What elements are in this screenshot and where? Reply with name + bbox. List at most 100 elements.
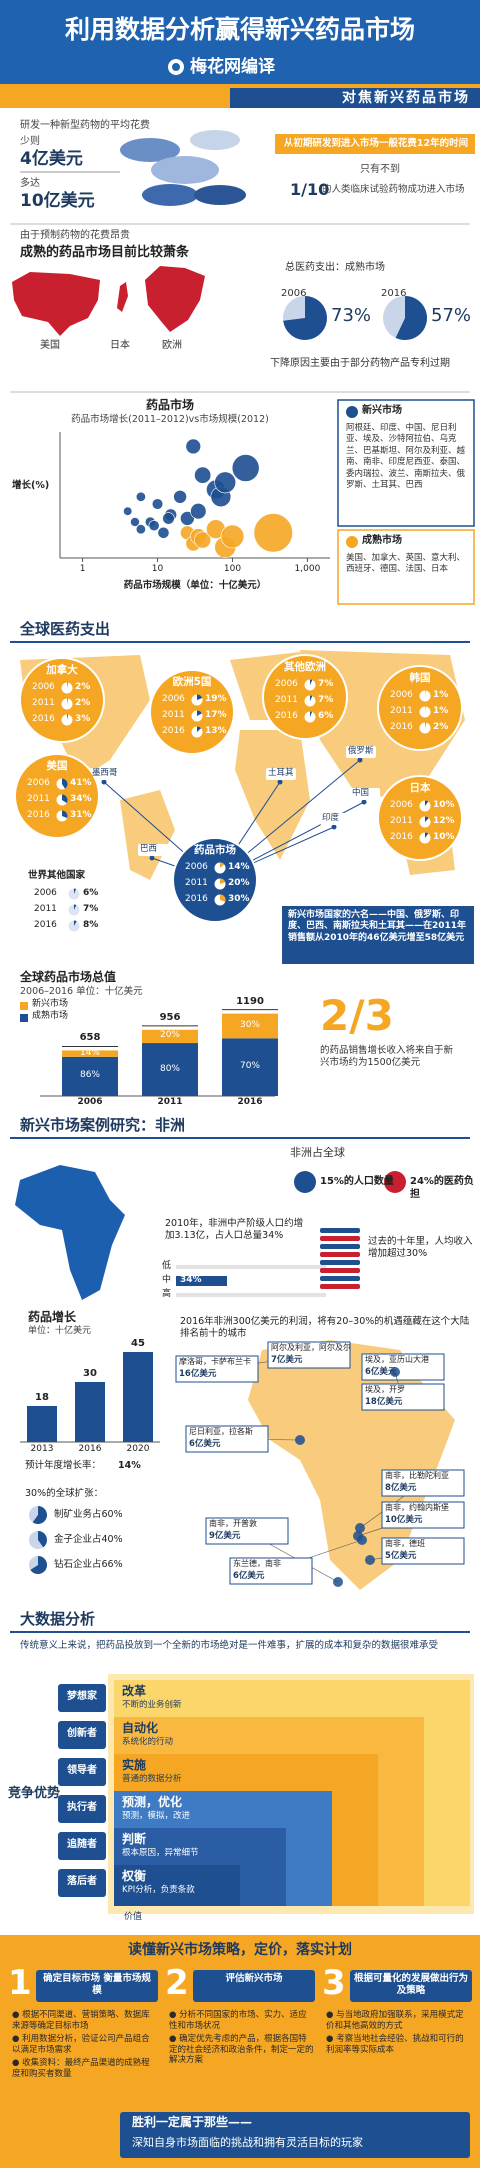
text: 的人类临床试验药物成功进入市场 (322, 184, 465, 195)
bubble (123, 506, 133, 516)
pie-slice (74, 920, 77, 926)
city-value: 18亿美元 (365, 1397, 403, 1407)
step-text: ● 分析不同国家的市场、实力、适应性和市场状况 (169, 2010, 307, 2031)
share-label: 73% (331, 305, 372, 326)
chart-subtitle: 2006–2016 单位：十亿美元 (20, 986, 143, 997)
pie-slice (38, 1531, 47, 1548)
year-label: 2006 (185, 862, 208, 872)
bubble (151, 498, 164, 510)
city-value: 8亿美元 (385, 1483, 417, 1493)
country-dot (331, 824, 337, 830)
country-label: 中国 (352, 788, 370, 798)
city-value: 10亿美元 (385, 1515, 423, 1525)
chart-title: 药品增长 (28, 1310, 77, 1324)
year-label: 2016 (162, 726, 185, 736)
city-box (229, 1557, 313, 1585)
region-name: 世界其他国家 (28, 870, 86, 881)
bubble (253, 513, 293, 553)
pie-slice (32, 1506, 47, 1524)
pie-slice (425, 800, 429, 806)
text: 只有不到 (360, 164, 400, 175)
note: 新兴市场国家的六名——中国、俄罗斯、印度、巴西、南斯拉夫和土耳其——在2011年… (288, 910, 467, 943)
axis-label: 竞争优势 (8, 1786, 61, 1801)
class-label: 中 (162, 1275, 172, 1285)
pie-slice (62, 794, 68, 803)
value-label: 86% (79, 1070, 100, 1081)
city-value: 5亿美元 (385, 1551, 417, 1561)
region-name: 美国 (46, 760, 68, 772)
stair-level (114, 1865, 240, 1906)
bubble (194, 531, 212, 549)
region-circle (377, 775, 463, 861)
icon (384, 1171, 406, 1193)
city-name: 尼日利亚，拉各斯 (189, 1427, 253, 1436)
text: 2016年非洲300亿美元的利润，将有20–30%的机遇蕴藏在这个大陆排名前十的… (180, 1316, 470, 1339)
footer: 胜利一定属于那些—— (132, 2115, 253, 2129)
year-label: 2006 (390, 800, 413, 810)
x-tick-label: 2016 (78, 1444, 102, 1454)
text: 研发一种新型药物的平均花费 (20, 120, 150, 131)
pie-slice (67, 714, 69, 720)
level-title: 自动化 (122, 1721, 159, 1735)
country-dot (361, 799, 367, 805)
bar (27, 1406, 57, 1442)
pie-slice (197, 726, 202, 732)
pill (190, 130, 240, 150)
year-label: 2011 (34, 904, 57, 914)
share-label: 12% (433, 816, 455, 826)
year-label: 2011 (185, 878, 208, 888)
year-label: 2011 (27, 794, 50, 804)
country-tag (138, 844, 168, 856)
text: 从初期研发到进入市场一般花费12年的时间 (283, 138, 469, 149)
bar (176, 1276, 227, 1286)
x-tick-label: 1,000 (294, 564, 321, 574)
role-label: 执行者 (67, 1802, 97, 1813)
pie-slice (425, 722, 426, 728)
text: 成熟的药品市场目前比较萧条 (20, 245, 190, 260)
year-label: 2011 (390, 706, 413, 716)
x-tick-label: 2020 (126, 1444, 150, 1454)
year-label: 2011 (390, 816, 413, 826)
highlight-text: 的药品销售增长收入将来自于新兴市场约为1500亿美元 (320, 1045, 454, 1068)
brand: 梅花网编译 (190, 57, 275, 77)
city-value: 7亿美元 (271, 1355, 303, 1365)
bar (75, 1382, 105, 1442)
region-label: 日本 (110, 340, 130, 351)
pie-slice (220, 894, 226, 902)
region-name: 药品市场 (194, 844, 236, 856)
role-label: 领导者 (67, 1765, 97, 1776)
x-tick-label: 1 (79, 564, 86, 574)
share-label: 57% (431, 305, 472, 326)
step-number: 3 (322, 1963, 346, 2003)
total-label: 1190 (236, 995, 264, 1007)
value-label: 18 (35, 1392, 49, 1403)
share-label: 10% (433, 832, 455, 842)
city-value: 16亿美元 (179, 1369, 217, 1379)
bubble (231, 454, 260, 482)
region-circle (172, 837, 258, 923)
value-label: 45 (131, 1338, 145, 1349)
text: 多达 (20, 178, 40, 189)
country-tag (266, 768, 296, 780)
legend-swatch (346, 406, 358, 418)
pie-slice (310, 679, 313, 685)
pie-slice (67, 698, 68, 704)
level-desc: 不断的业务创新 (122, 1700, 182, 1710)
country-label: 墨西哥 (92, 768, 118, 778)
pie-slice (310, 711, 313, 717)
value-label: 80% (159, 1063, 180, 1074)
header-band (0, 0, 480, 84)
accent (0, 88, 230, 108)
legend-members: 阿根廷、印度、中国、尼日利亚、埃及、沙特阿拉伯、乌克兰、巴基斯坦、阿尔及利亚、越… (346, 423, 466, 491)
country-dot (277, 779, 283, 785)
text: 非洲占全球 (290, 1146, 345, 1159)
text: 2010年，非洲中产阶级人口约增加3.13亿，占人口总量34% (165, 1218, 304, 1241)
pie-slice (74, 904, 77, 910)
city-dot (295, 1435, 305, 1445)
icon-stack (320, 1244, 360, 1249)
section-title: 全球医药支出 (20, 620, 111, 638)
year-label: 2006 (34, 888, 57, 898)
share-label: 6% (83, 888, 99, 898)
year-label: 2006 (281, 288, 307, 299)
year-label: 2016 (32, 714, 55, 724)
